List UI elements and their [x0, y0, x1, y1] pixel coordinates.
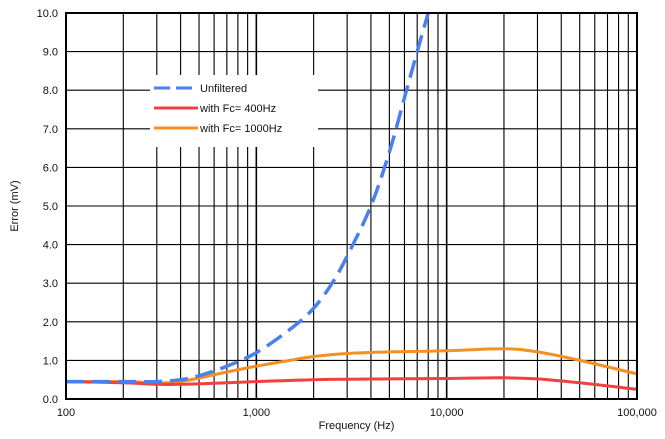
y-tick-label: 8.0 [43, 85, 58, 97]
y-tick-label: 4.0 [43, 240, 58, 252]
x-tick-labels: 100 1,000 10,000 100,000 [57, 407, 657, 419]
plot-frame [65, 12, 638, 400]
x-tick-label: 10,000 [430, 407, 464, 419]
y-tick-label: 1.0 [43, 355, 58, 367]
x-axis-label: Frequency (Hz) [319, 420, 395, 432]
series-layer [65, 12, 638, 391]
series-line-unfiltered [66, 12, 430, 384]
y-tick-label: 6.0 [43, 162, 58, 174]
y-tick-label: 7.0 [43, 124, 58, 136]
x-tick-label: 1,000 [243, 407, 271, 419]
y-axis-label: Error (mV) [9, 180, 21, 231]
y-tick-label: 0.0 [43, 394, 58, 406]
y-tick-labels: 0.0 1.0 2.0 3.0 4.0 5.0 6.0 7.0 8.0 9.0 10.0 [37, 8, 58, 406]
y-tick-label: 9.0 [43, 47, 58, 59]
series-line-with-fc-1000hz [65, 347, 638, 385]
y-tick-label: 3.0 [43, 278, 58, 290]
y-tick-label: 5.0 [43, 201, 58, 213]
legend-label: Unfiltered [200, 83, 247, 95]
y-tick-label: 10.0 [37, 8, 58, 20]
x-tick-label: 100 [57, 407, 75, 419]
legend-label: with Fc= 1000Hz [199, 123, 282, 135]
series-line-with-fc-400hz [65, 376, 638, 391]
legend-label: with Fc= 400Hz [199, 103, 276, 115]
legend: Unfiltered with Fc= 400Hz with Fc= 1000Hz [150, 75, 318, 147]
x-tick-label: 100,000 [617, 407, 657, 419]
y-tick-label: 2.0 [43, 317, 58, 329]
